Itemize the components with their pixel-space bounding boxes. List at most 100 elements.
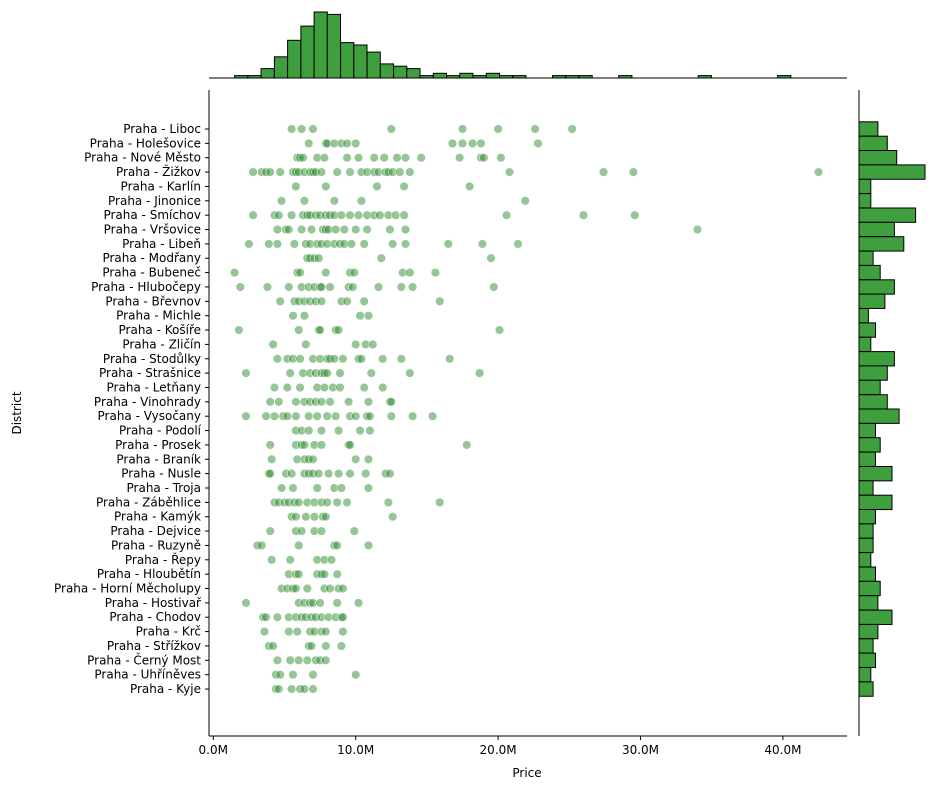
scatter-point — [443, 239, 453, 249]
y-histogram-bar — [858, 351, 895, 367]
scatter-point — [368, 339, 378, 349]
y-histogram-bar — [858, 537, 874, 554]
scatter-point — [321, 627, 331, 637]
scatter-point — [455, 153, 465, 163]
top-marginal-histogram — [234, 11, 792, 79]
scatter-point — [316, 526, 327, 536]
scatter-point — [275, 296, 285, 306]
scatter-point — [405, 368, 415, 378]
scatter-point — [329, 354, 339, 364]
scatter-point — [365, 426, 375, 436]
scatter-point — [288, 483, 298, 493]
scatter-point — [356, 354, 366, 364]
scatter-point — [264, 239, 274, 249]
y-histogram-bar — [858, 408, 900, 424]
scatter-point — [348, 282, 358, 292]
scatter-point — [265, 469, 275, 479]
scatter-point — [299, 440, 309, 450]
y-histogram-bar — [858, 480, 874, 496]
scatter-point — [284, 627, 294, 637]
scatter-point — [372, 181, 382, 191]
y-histogram-bar — [858, 322, 876, 338]
scatter-point — [308, 684, 318, 694]
y-tick-label: Praha - Horní Měcholupy — [54, 582, 201, 596]
scatter-point — [274, 684, 284, 694]
y-tick-label: Praha - Zličín — [122, 337, 201, 351]
scatter-point — [345, 210, 355, 220]
scatter-point — [353, 153, 364, 163]
y-histogram-bar — [858, 623, 879, 640]
scatter-point — [375, 210, 385, 220]
scatter-point — [265, 440, 275, 450]
scatter-point — [395, 167, 405, 177]
scatter-point — [435, 497, 445, 507]
scatter-point — [405, 167, 415, 177]
x-tick-label: 0.0M — [199, 743, 228, 757]
scatter-point — [386, 124, 396, 134]
scatter-point — [297, 526, 307, 536]
y-histogram-bar — [858, 422, 876, 439]
scatter-point — [288, 311, 298, 321]
y-tick-label: Praha - Černý Most — [87, 652, 201, 667]
y-tick-label: Praha - Letňany — [107, 380, 201, 394]
x-tick-labels: 0.0M 10.0M 20.0M 30.0M 40.0M — [199, 736, 801, 757]
scatter-point — [241, 368, 251, 378]
x-tick-label: 20.0M — [480, 743, 517, 757]
scatter-point — [331, 411, 341, 421]
scatter-point — [291, 181, 301, 191]
scatter-point — [287, 124, 297, 134]
scatter-point — [262, 282, 272, 292]
scatter-point — [376, 253, 386, 263]
scatter-point — [467, 138, 478, 148]
y-histogram-bar — [858, 221, 895, 238]
x-histogram-bar — [485, 72, 500, 79]
y-histogram-bar — [858, 509, 876, 525]
y-tick-label: Praha - Karlín — [121, 179, 201, 193]
x-tick-label: 30.0M — [622, 743, 659, 757]
scatter-point — [363, 483, 374, 493]
scatter-point — [294, 497, 304, 507]
scatter-point — [385, 469, 395, 479]
scatter-point — [628, 167, 638, 177]
scatter-point — [324, 469, 334, 479]
y-tick-label: Praha - Prosek — [115, 438, 201, 452]
scatter-point — [272, 655, 282, 665]
y-histogram-bar — [858, 394, 888, 410]
scatter-point — [306, 224, 317, 235]
scatter-point — [332, 540, 342, 550]
scatter-point — [312, 411, 322, 421]
scatter-point — [344, 397, 354, 407]
scatter-point — [366, 368, 376, 378]
y-histogram-bar — [858, 552, 872, 568]
y-tick-label: Praha - Krč — [136, 625, 201, 639]
scatter-point — [355, 426, 365, 436]
scatter-point — [351, 138, 361, 148]
scatter-point — [321, 641, 331, 651]
x-histogram-bar — [459, 72, 474, 79]
scatter-point — [259, 627, 270, 637]
y-histogram-bar — [858, 193, 872, 209]
y-histogram-bar — [858, 121, 879, 137]
y-histogram-bar — [858, 308, 869, 324]
scatter-point — [329, 196, 339, 206]
scatter-point — [287, 684, 297, 694]
scatter-point — [272, 612, 282, 622]
scatter-point — [334, 469, 344, 479]
scatter-point — [462, 440, 472, 450]
scatter-point — [692, 224, 703, 235]
y-tick-label: Praha - Ruzyně — [111, 538, 201, 552]
y-tick-label: Praha - Hloubětín — [97, 567, 201, 581]
scatter-point — [388, 239, 398, 249]
y-tick-label: Praha - Modřany — [102, 251, 201, 265]
scatter-point — [230, 268, 240, 278]
scatter-point — [325, 397, 335, 407]
scatter-point — [241, 598, 251, 608]
y-tick-label: Praha - Košíře — [119, 323, 201, 337]
y-tick-label: Praha - Podolí — [119, 424, 202, 438]
scatter-point — [261, 411, 271, 421]
y-tick-label: Praha - Michle — [116, 309, 201, 323]
scatter-point — [292, 627, 302, 637]
scatter-point — [319, 153, 329, 163]
y-histogram-bar — [858, 681, 874, 697]
